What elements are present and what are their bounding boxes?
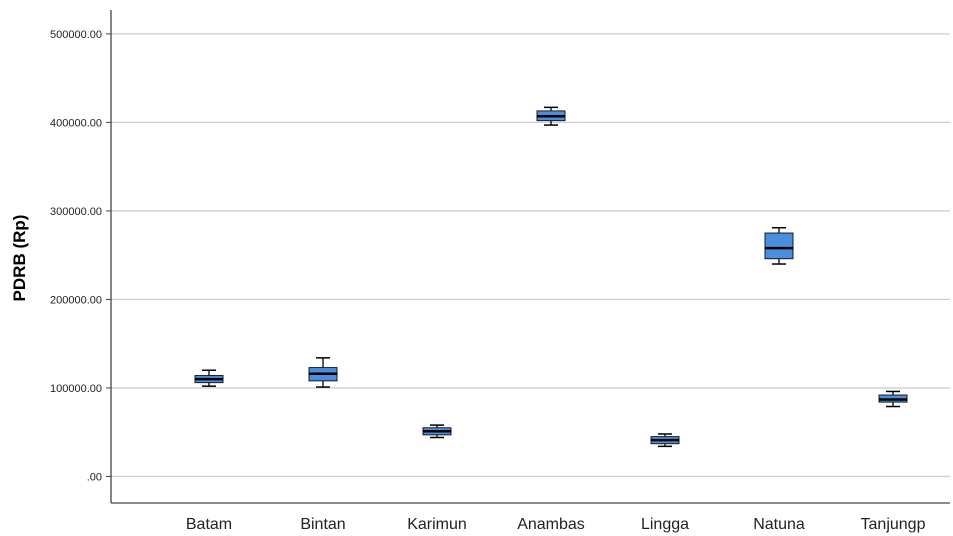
box-tanjungp (878, 390, 908, 408)
x-tick-label: Bintan (300, 516, 345, 533)
y-tick-label: 300000.00 (50, 206, 102, 218)
y-axis-ticks: .00 100000.00 200000.00 300000.00 400000.00 5… (50, 29, 111, 483)
iqr-box (764, 232, 794, 260)
y-tick-label: .00 (87, 471, 102, 483)
axes (110, 10, 950, 504)
gridlines (111, 33, 950, 478)
x-tick-label: Natuna (753, 516, 805, 533)
x-tick-label: Batam (186, 516, 232, 533)
box-anambas (536, 106, 566, 126)
box-series (194, 106, 908, 448)
box-bintan (308, 357, 338, 388)
y-tick-label: 200000.00 (50, 294, 102, 306)
y-axis-label: PDRB (Rp) (10, 215, 29, 302)
x-tick-label: Lingga (641, 516, 689, 533)
box-lingga (650, 433, 680, 448)
box-karimun (422, 424, 452, 439)
box-natuna (764, 226, 794, 265)
y-tick-label: 100000.00 (50, 383, 102, 395)
box-batam (194, 369, 224, 387)
y-tick-label: 400000.00 (50, 117, 102, 129)
x-axis-ticks: Batam Bintan Karimun Anambas Lingga Natuna Tan… (186, 516, 926, 533)
y-tick-label: 500000.00 (50, 29, 102, 41)
x-tick-label: Karimun (407, 516, 467, 533)
x-tick-label: Tanjungp (861, 516, 926, 533)
x-tick-label: Anambas (517, 516, 585, 533)
